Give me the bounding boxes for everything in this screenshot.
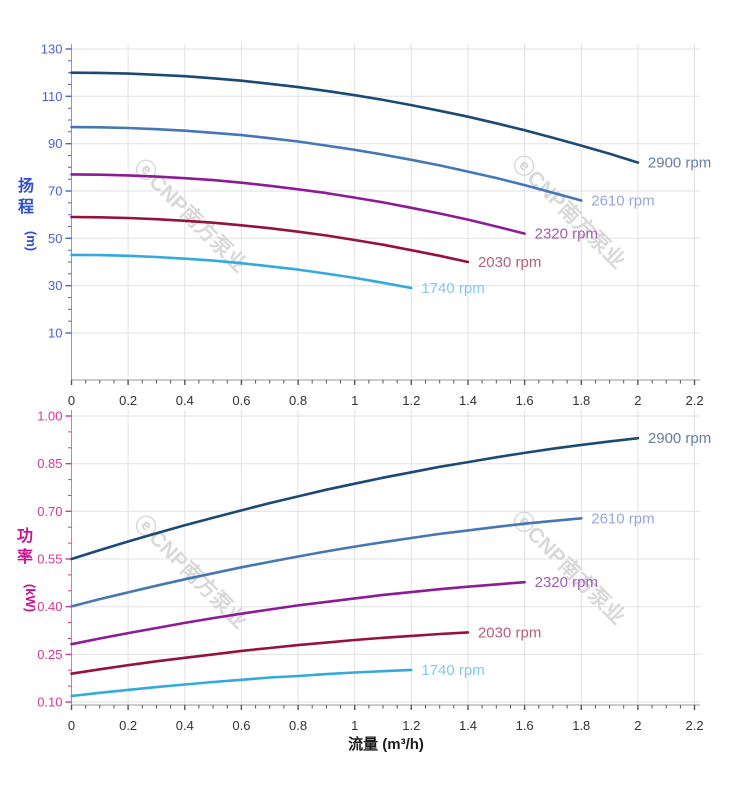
- x-tick-label: 1.8: [572, 393, 590, 408]
- y-tick-label: 0.25: [37, 647, 62, 662]
- x-tick-label: 0.8: [289, 393, 307, 408]
- power-curve-chart-axes: [65, 410, 700, 710]
- head-curve-chart-axes: [65, 44, 700, 385]
- curve-2320-rpm: [70, 580, 526, 646]
- y-axis-title-unit: (kW): [23, 584, 38, 612]
- curve-label-2900-rpm: 2900 rpm: [648, 430, 711, 447]
- curve-2610-rpm: [70, 125, 583, 202]
- y-axis-title-char: 率: [17, 547, 33, 566]
- y-axis-title-unit: (m): [24, 231, 39, 251]
- x-tick-label: 1.6: [516, 393, 534, 408]
- curve-2610-rpm: [70, 517, 583, 608]
- x-tick-label: 0: [68, 393, 75, 408]
- y-tick-label: 10: [48, 326, 62, 341]
- y-axis-title-char: 扬: [18, 176, 34, 195]
- y-tick-label: 0.55: [37, 552, 62, 567]
- y-tick-label: 1.00: [37, 409, 62, 424]
- y-tick-label: 0.40: [37, 599, 62, 614]
- power-curve-chart-series: [70, 436, 640, 698]
- curve-2030-rpm: [70, 215, 470, 264]
- x-tick-label: 2.2: [686, 393, 704, 408]
- x-tick-label: 0.6: [232, 393, 250, 408]
- curve-2030-rpm: [70, 631, 470, 675]
- x-tick-label: 0.2: [119, 718, 137, 733]
- x-tick-label: 0: [68, 718, 75, 733]
- y-axis-title-char: 功: [17, 527, 33, 545]
- curve-label-2610-rpm: 2610 rpm: [591, 192, 654, 209]
- curve-label-2030-rpm: 2030 rpm: [478, 254, 541, 271]
- y-tick-label: 110: [42, 89, 63, 104]
- x-tick-label: 2: [634, 393, 641, 408]
- x-tick-label: 1.2: [402, 718, 420, 733]
- x-tick-label: 1: [351, 718, 358, 733]
- head-curve-chart-series: [70, 71, 640, 290]
- curve-label-2320-rpm: 2320 rpm: [535, 574, 598, 591]
- curve-1740-rpm: [70, 668, 413, 698]
- curve-2320-rpm: [70, 173, 526, 235]
- x-tick-label: 0.8: [289, 718, 307, 733]
- x-tick-label: 1.4: [459, 393, 477, 408]
- curve-label-2610-rpm: 2610 rpm: [591, 510, 654, 527]
- x-tick-label: 2: [634, 718, 641, 733]
- x-tick-label: 1.4: [459, 718, 477, 733]
- y-tick-label: 0.10: [37, 695, 62, 710]
- x-tick-label: 2.2: [686, 718, 704, 733]
- y-tick-label: 30: [48, 278, 62, 293]
- x-tick-label: 1.6: [516, 718, 534, 733]
- curve-2900-rpm: [70, 436, 640, 561]
- y-tick-label: 70: [48, 184, 62, 199]
- curve-2900-rpm: [70, 71, 640, 164]
- curve-label-1740-rpm: 1740 rpm: [421, 662, 484, 679]
- x-tick-label: 0.4: [176, 393, 194, 408]
- y-tick-label: 90: [48, 136, 62, 151]
- curve-label-2030-rpm: 2030 rpm: [478, 624, 541, 641]
- x-tick-label: 1.8: [572, 718, 590, 733]
- y-axis-title-char: 程: [18, 198, 34, 216]
- x-tick-label: 0.2: [119, 393, 137, 408]
- x-tick-label: 0.6: [232, 718, 250, 733]
- curve-label-1740-rpm: 1740 rpm: [421, 280, 484, 297]
- y-tick-label: 50: [48, 231, 62, 246]
- x-tick-label: 0.4: [176, 718, 194, 733]
- y-tick-label: 0.70: [37, 504, 62, 519]
- curve-1740-rpm: [70, 253, 413, 290]
- y-tick-label: 130: [41, 42, 63, 57]
- curve-label-2320-rpm: 2320 rpm: [535, 226, 598, 243]
- y-tick-label: 0.85: [37, 456, 62, 471]
- x-tick-label: 1: [351, 393, 358, 408]
- x-tick-label: 1.2: [402, 393, 420, 408]
- curve-label-2900-rpm: 2900 rpm: [648, 155, 711, 172]
